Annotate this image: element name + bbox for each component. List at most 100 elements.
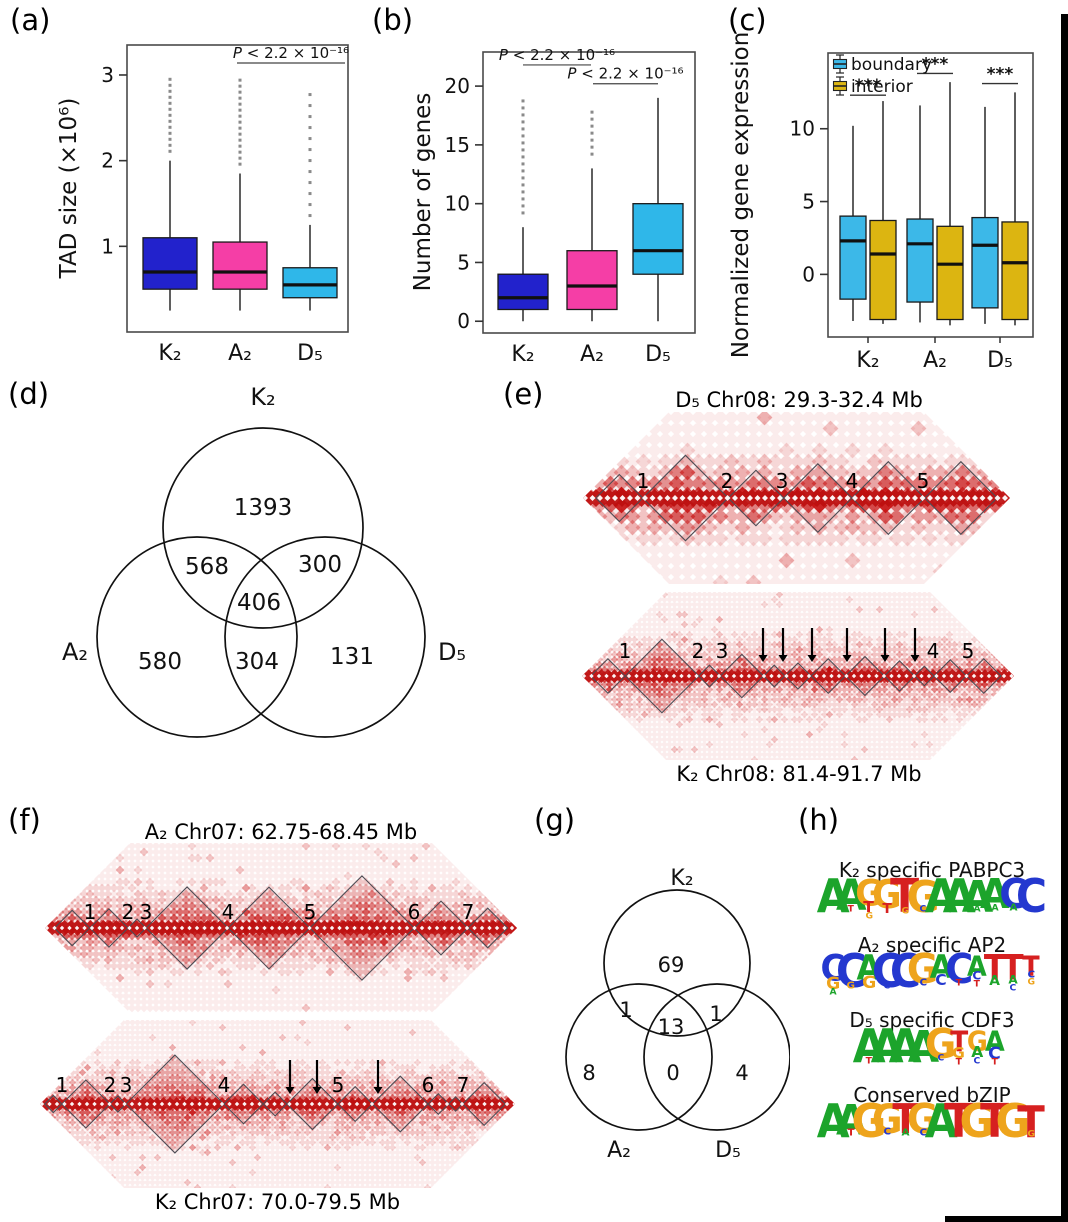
plot-frame	[126, 44, 349, 333]
tad-number: 2	[104, 1073, 117, 1097]
venn-count: 8	[582, 1061, 595, 1085]
logo-base-G-minor: G	[846, 980, 856, 992]
logo-base-G: G	[995, 1095, 1031, 1150]
box	[971, 216, 999, 309]
logo-title: D₅ specific CDF3	[849, 1008, 1015, 1032]
x-category-label: A₂	[228, 341, 252, 366]
logo-base-A: A	[980, 871, 1010, 919]
tad-number: 2	[122, 900, 135, 924]
venn-count: 580	[138, 649, 182, 675]
boundary-arrow-icon	[880, 628, 890, 662]
outlier-dots	[521, 99, 525, 215]
boundary-arrow-icon	[373, 1060, 383, 1094]
tad-number: 1	[84, 900, 97, 924]
heatmap-f-bottom-caption: K₂ Chr07: 70.0-79.5 Mb	[154, 1190, 401, 1214]
y-axis-title: Normalized gene expression	[728, 32, 754, 359]
significance-stars: ***	[922, 54, 949, 74]
panel-label-h: (h)	[798, 803, 840, 837]
logo-base-C: C	[944, 946, 974, 994]
tad-number: 4	[927, 639, 940, 663]
logo-base-T: T	[890, 870, 920, 925]
logo-base-T-minor: T	[991, 1057, 999, 1067]
tad-number: 2	[692, 639, 705, 663]
box	[1001, 221, 1029, 321]
x-category-label: D₅	[987, 348, 1013, 372]
venn-count: 304	[235, 649, 279, 675]
tad-number: 4	[222, 900, 235, 924]
outlier-dots	[308, 93, 312, 218]
logo-base-G: G	[871, 1096, 903, 1145]
boundary-arrow-icon	[910, 628, 920, 662]
panel-label-a: (a)	[10, 3, 51, 37]
panel-a-tad-size-boxplot: 1 2 3 TAD size (×10⁶) K₂ A₂ D₅ P < 2.2 × 10⁻¹⁶	[56, 44, 349, 366]
y-tick-label: 0	[802, 262, 815, 286]
significance-stars: ***	[855, 76, 882, 96]
heatmap-e-top-d5-chr08: 1 2 3 4 5	[583, 412, 1010, 584]
tad-number: 5	[304, 900, 317, 924]
logo-base-G: G	[907, 1096, 939, 1144]
significance-label: P < 2.2 × 10⁻¹⁶	[499, 46, 615, 64]
logo-column: A	[817, 1100, 850, 1145]
logo-column: G	[996, 1100, 1031, 1145]
logo-base-G-minor: G	[865, 910, 873, 921]
logo-base-C-minor: C	[973, 1055, 981, 1066]
logo-base-G: G	[855, 873, 883, 916]
y-tick-label: 0	[457, 309, 470, 333]
box	[566, 250, 618, 311]
logo-base-C-minor: C	[937, 1052, 945, 1063]
boundary-arrow-icon	[312, 1060, 322, 1094]
logo-base-T-minor: T	[955, 1056, 963, 1067]
y-tick-label: 20	[445, 74, 470, 98]
panel-c-expression-boxplot: 0 5 10 Normalized gene expression K₂ *** A₂ ***…	[728, 32, 1034, 372]
heatmap-e-bottom-caption: K₂ Chr08: 81.4-91.7 Mb	[676, 762, 922, 786]
logo-base-G: G	[959, 1095, 995, 1150]
tad-number: 5	[962, 639, 975, 663]
logo-base-A: A	[985, 1024, 1005, 1058]
logo-column: G	[852, 1100, 887, 1145]
logo-base-A: A	[942, 870, 976, 925]
box	[497, 273, 549, 311]
logo-base-A: A	[967, 949, 987, 983]
logo-base-C-minor: C	[919, 904, 927, 914]
panel-d-tad-venn: K₂ A₂ D₅ 1393 568 300 406 580 304 131	[62, 383, 466, 738]
x-category-label: K₂	[511, 342, 534, 367]
logo-base-C-minor: C	[919, 977, 927, 989]
boundary-arrow-icon	[807, 628, 817, 662]
box	[212, 241, 268, 290]
logo-base-C: C	[820, 948, 846, 991]
logo-title: A₂ specific AP2	[857, 933, 1007, 957]
logo-base-A: A	[870, 1020, 904, 1075]
venn-count: 406	[237, 590, 281, 616]
sequence-logo-block: Conserved bZIP A A T G G C T A G C A T G T G T G	[800, 1083, 1064, 1153]
tad-number: 6	[408, 900, 421, 924]
outlier-dots	[168, 77, 172, 153]
x-category-label: D₅	[297, 341, 323, 366]
logo-base-A: A	[924, 870, 958, 925]
tad-number: 5	[332, 1073, 345, 1097]
logo-column: A	[817, 875, 850, 920]
venn-set-label: D₅	[438, 638, 466, 666]
venn-count: 1	[619, 998, 632, 1022]
legend-item	[832, 54, 848, 74]
box	[936, 225, 964, 321]
sequence-logo-block: A₂ specific AP2 C G A C G A G C C C G C A C C T A C T T A T A C T…	[800, 933, 1064, 1003]
logo-base-A: A	[852, 1020, 886, 1075]
logo-base-G-minor: G	[1027, 1129, 1035, 1139]
logo-base-C-minor: C	[972, 970, 982, 984]
logo-base-A-minor: A	[989, 972, 1001, 989]
